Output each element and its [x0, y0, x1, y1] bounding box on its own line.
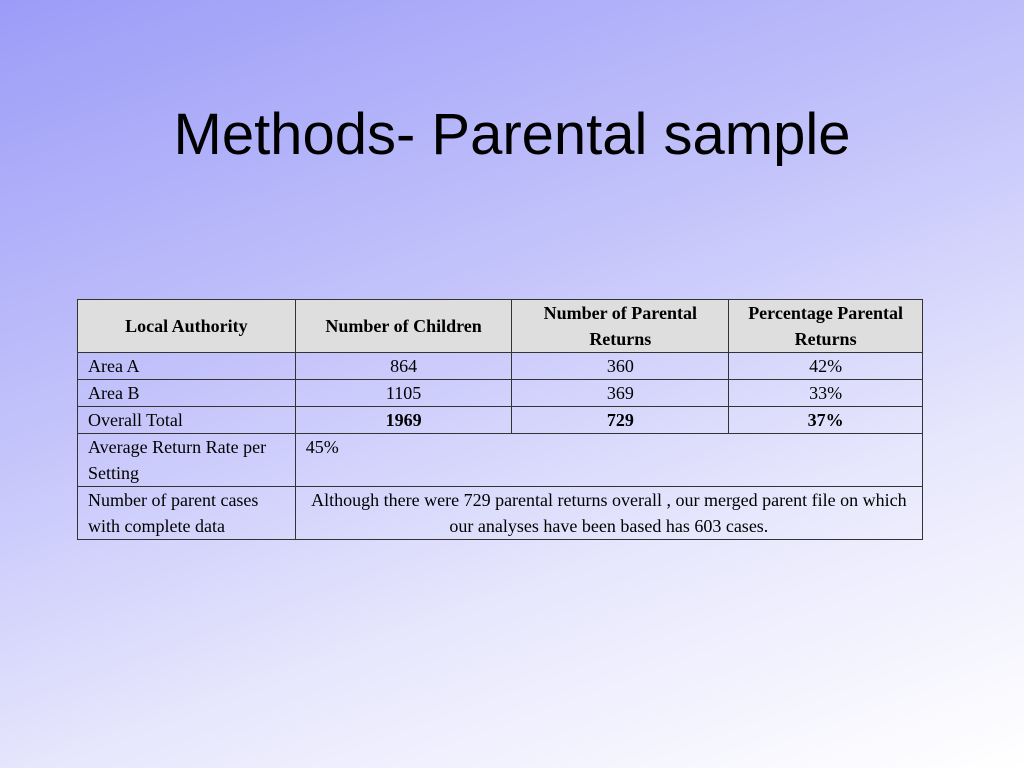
- cell: 864: [294, 352, 513, 380]
- table-row: Overall Total 1969 729 37%: [77, 406, 923, 434]
- table-row: Area B 1105 369 33%: [77, 379, 923, 407]
- cell: Area B: [77, 379, 296, 407]
- cell: 1105: [294, 379, 513, 407]
- cell: Average Return Rate per Setting: [77, 433, 296, 487]
- cell: 360: [511, 352, 730, 380]
- cell: 37%: [728, 406, 923, 434]
- cell: Overall Total: [77, 406, 296, 434]
- cell: Number of parent cases with complete dat…: [77, 486, 296, 540]
- cell: 45%: [294, 433, 924, 487]
- table-row: Area A 864 360 42%: [77, 352, 923, 380]
- cell: 369: [511, 379, 730, 407]
- cell: 1969: [294, 406, 513, 434]
- slide-title: Methods- Parental sample: [173, 102, 851, 167]
- cell: Although there were 729 parental returns…: [294, 486, 924, 540]
- cell: 729: [511, 406, 730, 434]
- header-row: Local Authority Number of Children Numbe…: [77, 299, 923, 353]
- table-row: Average Return Rate per Setting 45%: [77, 433, 924, 487]
- data-table: Local Authority Number of Children Numbe…: [77, 299, 924, 540]
- header-cell: Local Authority: [77, 299, 296, 353]
- header-cell: Percentage Parental Returns: [728, 299, 923, 353]
- cell: 33%: [728, 379, 923, 407]
- table-row: Number of parent cases with complete dat…: [77, 486, 924, 540]
- header-cell: Number of Children: [294, 299, 513, 353]
- cell: 42%: [728, 352, 923, 380]
- cell: Area A: [77, 352, 296, 380]
- header-cell: Number of Parental Returns: [511, 299, 730, 353]
